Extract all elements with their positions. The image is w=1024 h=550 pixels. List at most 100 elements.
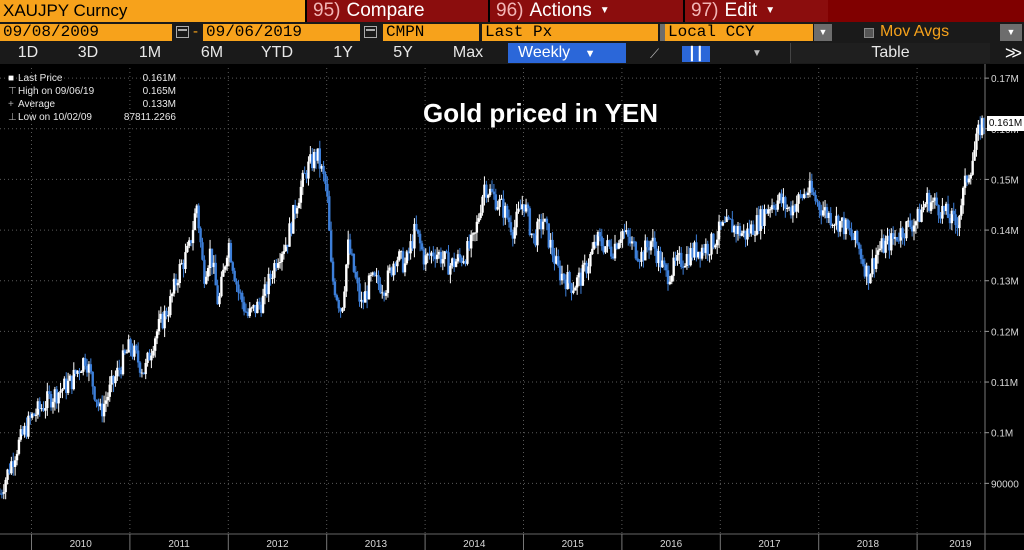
end-calendar-icon[interactable] xyxy=(364,26,377,38)
candle-body xyxy=(585,262,588,274)
candle-body xyxy=(469,234,473,249)
candle-body xyxy=(687,254,691,266)
candle-body xyxy=(954,214,957,226)
mode-field[interactable]: CMPN xyxy=(383,24,479,41)
candle-body xyxy=(827,212,831,219)
candle-body xyxy=(276,263,280,268)
y-tick-label: 0.15M xyxy=(991,175,1019,186)
legend-high: ⊤ High on 09/06/19 0.165M xyxy=(8,85,176,98)
security-ticker[interactable]: XAUJPY Curncy xyxy=(0,0,305,22)
line-chart-icon[interactable]: ⟋ xyxy=(650,46,660,61)
range-ytd[interactable]: YTD xyxy=(261,44,293,61)
candle-body xyxy=(449,265,452,275)
candle-body xyxy=(420,243,424,250)
candle-body xyxy=(695,242,698,258)
candle-body xyxy=(795,203,798,212)
chart-style-dropdown-icon[interactable]: ▼ xyxy=(752,48,762,59)
range-5y[interactable]: 5Y xyxy=(393,44,413,61)
candle-body xyxy=(99,403,102,407)
candle-body xyxy=(492,191,496,195)
candle-body xyxy=(628,236,632,244)
candle-body xyxy=(320,166,323,169)
legend-last-price: ■ Last Price 0.161M xyxy=(8,72,176,85)
candlestick-icon[interactable]: ┃┃ xyxy=(682,46,710,62)
candle-body xyxy=(428,253,431,256)
range-1y[interactable]: 1Y xyxy=(333,44,353,61)
candle-body xyxy=(606,240,609,247)
x-tick-label: 2018 xyxy=(857,539,880,550)
candle-body xyxy=(34,414,38,416)
candle-body xyxy=(462,261,465,263)
table-button[interactable]: Table xyxy=(790,43,990,63)
candle-body xyxy=(265,284,269,295)
range-6m[interactable]: 6M xyxy=(200,44,224,61)
mov-avgs-checkbox[interactable] xyxy=(864,28,874,38)
candle-body xyxy=(619,239,622,244)
candle-body xyxy=(848,228,851,230)
candle-body xyxy=(661,260,664,268)
candle-body xyxy=(965,175,969,183)
candle-body xyxy=(910,226,914,232)
candle-body xyxy=(846,219,849,229)
frequency-selector[interactable]: Weekly ▼ xyxy=(508,43,626,63)
currency-dropdown-icon[interactable]: ▼ xyxy=(814,24,832,41)
candle-body xyxy=(901,228,904,238)
candle-body xyxy=(623,230,626,233)
start-date-field[interactable]: 09/08/2009 xyxy=(0,24,172,41)
candle-body xyxy=(100,403,104,417)
edit-number: 97) xyxy=(691,0,719,21)
candle-body xyxy=(852,236,855,240)
edit-menu[interactable]: 97) Edit ▼ xyxy=(683,0,828,22)
candle-body xyxy=(521,204,524,210)
compare-button[interactable]: 95) Compare xyxy=(305,0,488,22)
range-3d[interactable]: 3D xyxy=(77,44,99,61)
candle-body xyxy=(280,253,284,262)
start-calendar-icon[interactable] xyxy=(176,26,189,38)
expand-panel-icon[interactable]: >> xyxy=(1004,43,1022,63)
candle-body xyxy=(172,278,176,294)
candle-body xyxy=(738,226,742,236)
candle-body xyxy=(422,249,426,265)
candle-body xyxy=(731,219,734,233)
candle-body xyxy=(689,248,692,266)
candle-body xyxy=(49,394,53,408)
range-max[interactable]: Max xyxy=(452,44,484,61)
price-chart[interactable]: 900000.1M0.11M0.12M0.13M0.14M0.15M0.16M0… xyxy=(0,64,1024,550)
candle-body xyxy=(178,264,181,283)
legend-low: ⊥ Low on 10/02/09 87811.2266 xyxy=(8,111,176,124)
candle-body xyxy=(850,229,853,237)
candle-body xyxy=(159,313,163,320)
candle-body xyxy=(133,345,136,357)
mov-avgs-dropdown-icon[interactable]: ▼ xyxy=(1000,24,1022,41)
actions-menu[interactable]: 96) Actions ▼ xyxy=(488,0,683,22)
legend-value: 87811.2266 xyxy=(123,112,176,123)
price-field-selector[interactable]: Last Px xyxy=(482,24,658,41)
candle-body xyxy=(21,429,24,435)
candle-body xyxy=(818,202,821,211)
candle-body xyxy=(744,230,747,240)
candle-body xyxy=(241,292,244,303)
candle-body xyxy=(500,198,503,200)
candle-body xyxy=(927,192,931,211)
candle-body xyxy=(844,219,848,235)
candle-body xyxy=(388,267,392,271)
candle-body xyxy=(407,251,410,254)
candle-body xyxy=(452,258,456,267)
currency-selector[interactable]: Local CCY xyxy=(665,24,813,41)
candle-body xyxy=(112,375,115,384)
candle-body xyxy=(76,370,79,374)
candle-body xyxy=(496,207,499,210)
candle-body xyxy=(958,215,961,229)
candle-body xyxy=(53,389,57,402)
candle-body xyxy=(632,241,636,243)
candle-body xyxy=(774,208,778,210)
range-1m[interactable]: 1M xyxy=(138,44,162,61)
candle-body xyxy=(12,461,15,467)
candle-body xyxy=(208,248,212,269)
candle-body xyxy=(621,230,624,240)
candle-body xyxy=(924,203,927,207)
end-date-field[interactable]: 09/06/2019 xyxy=(203,24,360,41)
legend-low-icon: ⊥ xyxy=(8,112,17,123)
candle-body xyxy=(278,261,282,264)
range-1d[interactable]: 1D xyxy=(17,44,39,61)
